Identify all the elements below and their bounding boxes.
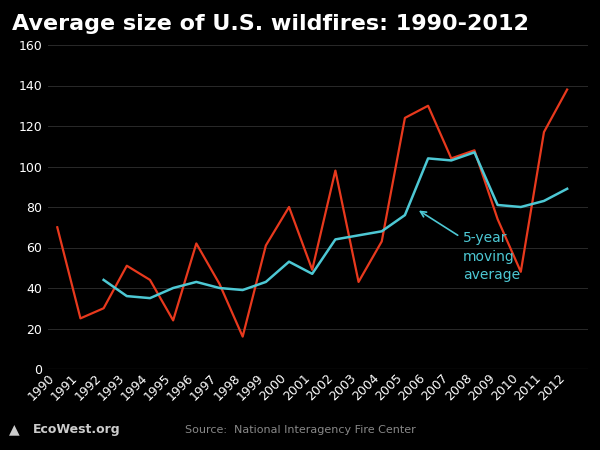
Text: EcoWest.org: EcoWest.org	[33, 423, 121, 436]
Text: ▲: ▲	[9, 423, 20, 437]
Text: Average size of U.S. wildfires: 1990-2012: Average size of U.S. wildfires: 1990-201…	[12, 14, 529, 33]
Text: Source:  National Interagency Fire Center: Source: National Interagency Fire Center	[185, 425, 415, 435]
Text: 5-year
moving
average: 5-year moving average	[421, 212, 520, 282]
